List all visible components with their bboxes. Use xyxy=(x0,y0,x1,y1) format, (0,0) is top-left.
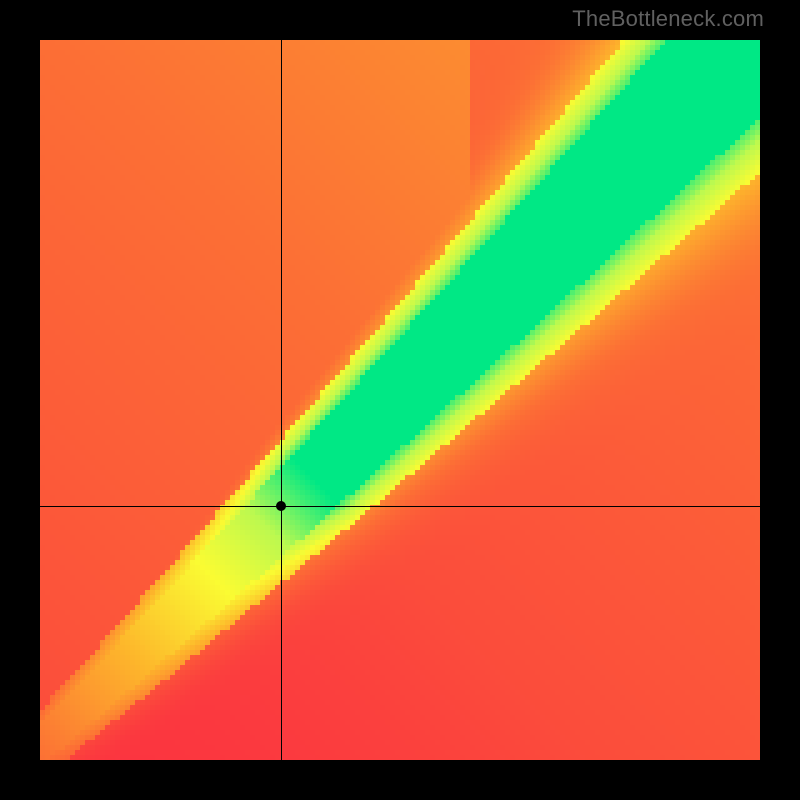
crosshair-horizontal xyxy=(40,506,760,507)
crosshair-vertical xyxy=(281,40,282,760)
watermark-text: TheBottleneck.com xyxy=(572,6,764,32)
heatmap-canvas xyxy=(40,40,760,760)
plot-area xyxy=(40,40,760,760)
data-point-marker xyxy=(276,501,286,511)
